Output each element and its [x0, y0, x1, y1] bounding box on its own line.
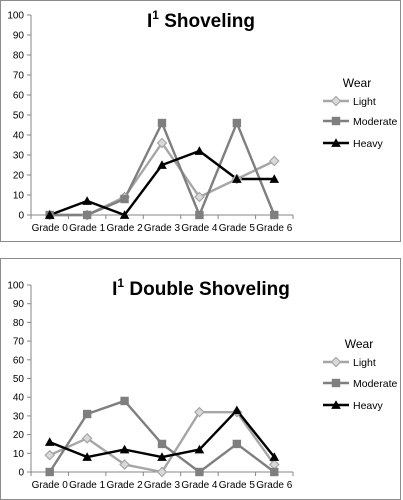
legend-marker-moderate: [331, 378, 341, 388]
data-point-moderate: [232, 118, 242, 128]
data-point-moderate: [82, 210, 92, 220]
y-tick-label: 30: [13, 151, 25, 162]
legend-label-light: Light: [353, 96, 376, 108]
x-tick-label: Grade 6: [256, 480, 293, 491]
legend-title: Wear: [345, 337, 373, 351]
data-point-heavy: [269, 452, 280, 461]
y-tick-label: 10: [13, 449, 25, 460]
legend-label-light: Light: [353, 357, 376, 369]
chart-shoveling-svg: I1 Shoveling Wear 0 10 20 30 40 50 60 70 80 90 100…: [7, 8, 398, 234]
data-point-moderate: [270, 210, 279, 220]
y-tick-label: 70: [13, 337, 25, 348]
y-tick-label: 60: [13, 355, 25, 366]
y-tick-label: 10: [13, 191, 25, 202]
data-point-light: [156, 466, 168, 478]
data-point-heavy: [157, 160, 167, 169]
x-tick-label: Grade 2: [107, 223, 144, 234]
y-tick-label: 50: [13, 111, 25, 122]
y-tick-label: 20: [13, 171, 25, 182]
data-point-light: [81, 432, 93, 444]
y-tick-label: 50: [13, 374, 25, 385]
data-point-moderate: [120, 396, 129, 406]
data-point-heavy: [44, 437, 55, 446]
data-point-heavy: [232, 174, 242, 183]
data-point-heavy: [157, 452, 167, 461]
legend-marker-heavy: [331, 400, 341, 409]
data-point-light: [268, 155, 280, 167]
x-tick-label: Grade 6: [256, 223, 293, 234]
y-tick-label: 30: [13, 411, 25, 422]
y-tick-label: 0: [18, 468, 24, 479]
y-tick-label: 40: [13, 393, 25, 404]
y-tick-label: 90: [13, 31, 25, 42]
legend-marker-moderate: [331, 116, 341, 126]
y-tick-label: 0: [18, 211, 24, 222]
x-tick-label: Grade 3: [144, 480, 181, 491]
x-tick-label: Grade 1: [69, 223, 106, 234]
legend-label-moderate: Moderate: [353, 378, 398, 390]
data-point-moderate: [232, 439, 242, 449]
x-tick-label: Grade 2: [107, 480, 144, 491]
data-point-heavy: [194, 146, 205, 155]
data-point-light: [194, 191, 205, 203]
data-point-heavy: [232, 405, 242, 415]
data-point-heavy: [269, 174, 280, 183]
legend-marker-heavy: [331, 138, 341, 147]
data-point-heavy: [44, 210, 55, 219]
legend-label-heavy: Heavy: [353, 138, 384, 150]
x-tick-label: Grade 4: [181, 223, 218, 234]
data-point-heavy: [82, 452, 92, 461]
x-tick-label: Grade 3: [144, 223, 181, 234]
legend-title: Wear: [343, 76, 371, 90]
data-point-moderate: [195, 467, 204, 477]
chart-shoveling: I1 Shoveling Wear 0 10 20 30 40 50 60 70 80 90 100…: [0, 0, 401, 242]
x-tick-label: Grade 1: [69, 480, 106, 491]
legend-marker-light: [330, 356, 342, 368]
legend-label-moderate: Moderate: [353, 116, 398, 128]
legend-marker-light: [330, 95, 342, 107]
y-tick-label: 100: [7, 281, 24, 292]
x-tick-label: Grade 0: [32, 480, 69, 491]
y-tick-label: 100: [7, 11, 24, 22]
y-tick-label: 80: [13, 318, 25, 329]
y-tick-label: 90: [13, 299, 25, 310]
data-point-moderate: [82, 409, 92, 419]
chart-title: I1 Shoveling: [147, 8, 255, 32]
data-point-moderate: [157, 439, 167, 449]
data-point-moderate: [120, 194, 129, 204]
data-point-heavy: [119, 444, 130, 454]
chart-double-shoveling-svg: I1 Double Shoveling Wear 0 10 20 30 40 50 60 70…: [7, 276, 398, 491]
y-tick-label: 20: [13, 430, 25, 441]
data-point-moderate: [45, 467, 54, 477]
x-tick-label: Grade 5: [219, 223, 256, 234]
data-point-moderate: [157, 118, 167, 128]
y-tick-label: 80: [13, 51, 25, 62]
data-point-moderate: [195, 210, 204, 220]
data-point-light: [119, 459, 130, 470]
y-tick-label: 70: [13, 71, 25, 82]
data-point-light: [44, 449, 56, 461]
x-tick-label: Grade 0: [32, 223, 69, 234]
data-point-heavy: [194, 444, 205, 454]
data-point-moderate: [270, 467, 279, 477]
data-point-heavy: [82, 196, 92, 205]
chart-double-shoveling: I1 Double Shoveling Wear 0 10 20 30 40 50 60 70…: [0, 258, 401, 500]
data-point-light: [156, 137, 168, 149]
chart-title: I1 Double Shoveling: [112, 276, 290, 300]
x-tick-label: Grade 5: [219, 480, 256, 491]
data-point-light: [194, 406, 205, 418]
legend-label-heavy: Heavy: [353, 400, 384, 412]
y-tick-label: 40: [13, 131, 25, 142]
y-tick-label: 60: [13, 91, 25, 102]
x-tick-label: Grade 4: [181, 480, 218, 491]
data-point-heavy: [119, 210, 130, 219]
